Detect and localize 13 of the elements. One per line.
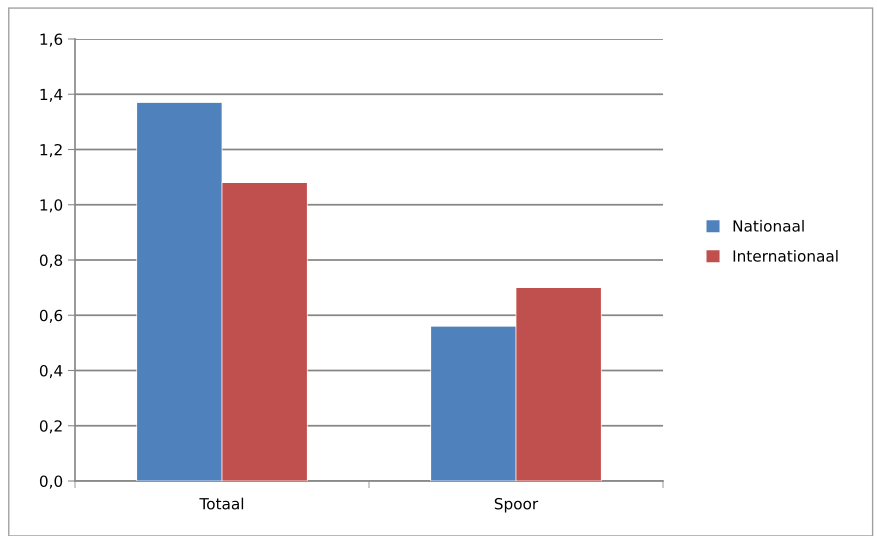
x-tick-label: Totaal [199,498,244,510]
y-tick-label: 1,2 [40,144,62,158]
y-tick-label: 1,0 [40,199,62,212]
legend-label: Nationaal [734,220,804,232]
x-tick-label: Spoor [494,498,538,512]
y-tick-label: 0,4 [40,364,62,378]
y-tick-label: 0,8 [40,254,62,268]
legend-label: Internationaal [734,250,838,262]
y-tick-label: 1,6 [40,33,62,47]
y-tick-label: 0,6 [40,310,62,323]
y-tick-label: 0,0 [40,475,62,489]
y-tick-label: 0,2 [40,420,62,434]
y-tick-label: 1,4 [40,88,62,102]
